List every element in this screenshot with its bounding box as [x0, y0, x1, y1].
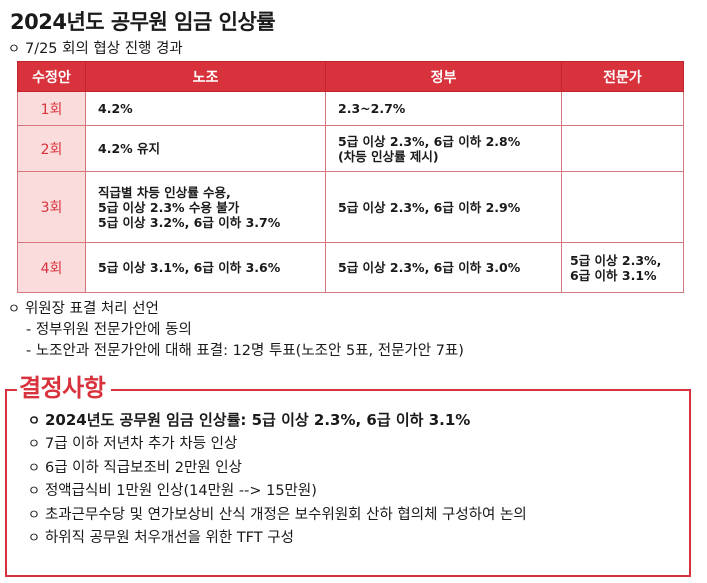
cell-line: 4.2% 유지 [98, 141, 161, 156]
decision-title: 결정사항 [17, 368, 112, 403]
header-government: 정부 [325, 61, 562, 92]
union-cell: 직급별 차등 인상률 수용, 5급 이상 2.3% 수용 불가 5급 이상 3.2%… [85, 171, 326, 243]
round-cell: 3회 [17, 171, 86, 243]
union-cell: 4.2% 유지 [85, 125, 326, 172]
cell-line: 5급 이상 2.3%, 6급 이하 2.9% [338, 199, 521, 215]
round-cell: 1회 [17, 91, 86, 126]
round-cell: 2회 [17, 125, 86, 172]
bullet-icon: ㅇ [8, 302, 20, 317]
bullet-icon: ㅇ [28, 507, 40, 523]
cell-line: 5급 이상 3.1%, 6급 이하 3.6% [98, 260, 281, 275]
decision-item: ㅇ 초과근무수당 및 연가보상비 산식 개정은 보수위원회 산하 협의체 구성하여… [28, 504, 527, 527]
cell-line: 5급 이상 2.3%, 6급 이하 3.0% [338, 260, 521, 275]
bullet-icon: ㅇ [28, 460, 40, 476]
bullet-icon: ㅇ [28, 414, 40, 429]
bullet-icon: ㅇ [8, 42, 20, 57]
gov-cell: 5급 이상 2.3%, 6급 이하 3.0% [325, 242, 562, 293]
negotiation-table: 수정안 노조 정부 전문가 1회 4.2% 2.3~2.7% 2회 4.2% 유… [17, 61, 684, 293]
gov-cell: 5급 이상 2.3%, 6급 이하 2.9% [325, 171, 562, 243]
decision-item: ㅇ 정액급식비 1만원 인상(14만원 --> 15만원) [28, 480, 527, 503]
cell-line: 2.3~2.7% [338, 101, 406, 116]
header-revision: 수정안 [17, 61, 86, 92]
table-row: 4회 5급 이상 3.1%, 6급 이하 3.6% 5급 이상 2.3%, 6급… [17, 242, 684, 293]
table-row: 2회 4.2% 유지 5급 이상 2.3%, 6급 이하 2.8% (차등 인상률… [17, 125, 684, 172]
cell-line: 5급 이상 2.3%, 6급 이하 2.8% [338, 133, 521, 149]
decision-item-text: 2024년도 공무원 임금 인상률: 5급 이상 2.3%, 6급 이하 3.1… [44, 411, 471, 429]
gov-cell: 2.3~2.7% [325, 91, 562, 126]
expert-cell [561, 91, 684, 126]
union-cell: 4.2% [85, 91, 326, 126]
header-expert: 전문가 [561, 61, 684, 92]
decision-item-text: 7급 이하 저년차 추가 차등 인상 [44, 436, 238, 453]
cell-line: 5급 이상 2.3%, [570, 252, 662, 268]
expert-cell: 5급 이상 2.3%, 6급 이하 3.1% [561, 242, 684, 293]
table-row: 3회 직급별 차등 인상률 수용, 5급 이상 2.3% 수용 불가 5급 이상 3… [17, 171, 684, 243]
cell-line: 직급별 차등 인상률 수용, [98, 184, 231, 200]
decision-item-text: 6급 이하 직급보조비 2만원 인상 [44, 459, 242, 476]
progress-subtitle: ㅇ 7/25 회의 협상 진행 경과 [8, 37, 183, 58]
decision-item: ㅇ 7급 이하 저년차 추가 차등 인상 [28, 433, 527, 456]
expert-cell [561, 171, 684, 243]
header-union: 노조 [85, 61, 326, 92]
decision-item-text: 하위직 공무원 처우개선을 위한 TFT 구성 [44, 530, 294, 547]
chair-item: - 정부위원 전문가안에 동의 [26, 322, 192, 338]
decision-box [5, 389, 691, 577]
cell-line: (차등 인상률 제시) [338, 148, 439, 164]
table-header-row: 수정안 노조 정부 전문가 [17, 61, 684, 92]
page-title: 2024년도 공무원 임금 인상률 [10, 10, 276, 34]
chair-vote-section: ㅇ 위원장 표결 처리 선언 - 정부위원 전문가안에 동의 - 노조안과 전문가… [8, 299, 464, 362]
bullet-icon: ㅇ [28, 437, 40, 453]
gov-cell: 5급 이상 2.3%, 6급 이하 2.8% (차등 인상률 제시) [325, 125, 562, 172]
cell-line: 6급 이하 3.1% [570, 267, 657, 283]
decision-item: ㅇ 하위직 공무원 처우개선을 위한 TFT 구성 [28, 527, 527, 550]
table-row: 1회 4.2% 2.3~2.7% [17, 91, 684, 126]
chair-title: ㅇ 위원장 표결 처리 선언 [8, 299, 464, 320]
decision-item-text: 정액급식비 1만원 인상(14만원 --> 15만원) [44, 483, 317, 500]
decision-item: ㅇ 2024년도 공무원 임금 인상률: 5급 이상 2.3%, 6급 이하 3.… [28, 409, 527, 433]
round-cell: 4회 [17, 242, 86, 293]
expert-cell [561, 125, 684, 172]
cell-line: 5급 이상 3.2%, 6급 이하 3.7% [98, 214, 281, 230]
bullet-icon: ㅇ [28, 531, 40, 547]
subtitle-text: 7/25 회의 협상 진행 경과 [24, 41, 183, 57]
cell-line: 5급 이상 2.3% 수용 불가 [98, 199, 240, 215]
union-cell: 5급 이상 3.1%, 6급 이하 3.6% [85, 242, 326, 293]
chair-title-text: 위원장 표결 처리 선언 [24, 301, 159, 317]
chair-item: - 노조안과 전문가안에 대해 표결: 12명 투표(노조안 5표, 전문가안 … [26, 343, 464, 359]
bullet-icon: ㅇ [28, 484, 40, 500]
cell-line: 4.2% [98, 101, 133, 116]
decision-list: ㅇ 2024년도 공무원 임금 인상률: 5급 이상 2.3%, 6급 이하 3.… [28, 409, 527, 550]
decision-item-text: 초과근무수당 및 연가보상비 산식 개정은 보수위원회 산하 협의체 구성하여 … [44, 506, 527, 523]
decision-item: ㅇ 6급 이하 직급보조비 2만원 인상 [28, 457, 527, 480]
